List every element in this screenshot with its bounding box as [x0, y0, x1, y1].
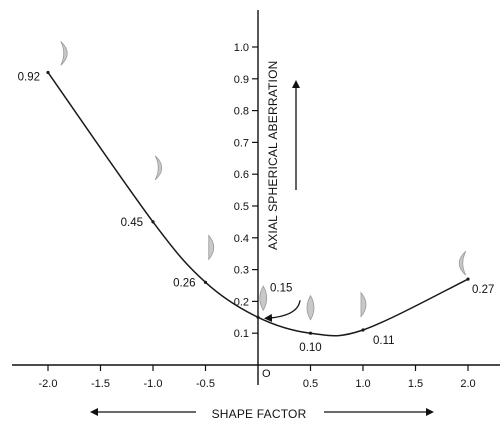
y-tick-label: 0.4 — [234, 233, 249, 245]
tick-group: -2.0 -1.5 -1.0 -0.5 0.5 1.0 1.5 2.0 0.1 0.2 0.3 0.4… — [39, 42, 476, 390]
x-tick-label: -2.0 — [39, 378, 58, 390]
data-point — [256, 315, 260, 319]
y-tick-label: 0.2 — [234, 296, 249, 308]
data-point — [203, 280, 208, 284]
data-point — [151, 220, 155, 224]
data-point — [308, 331, 313, 335]
pointer-arrow — [264, 300, 301, 322]
data-point — [466, 277, 470, 281]
y-tick-label: 0.7 — [234, 137, 249, 149]
data-label: 0.11 — [373, 335, 395, 347]
y-tick-label: 0.1 — [234, 328, 249, 340]
x-tick-label: 1.0 — [355, 378, 370, 390]
y-tick-label: 0.6 — [234, 169, 249, 181]
data-label: 0.45 — [121, 217, 143, 229]
y-tick-label: 0.5 — [234, 201, 249, 213]
data-label: 0.92 — [18, 71, 40, 83]
lens-group — [60, 41, 467, 321]
curve-group — [46, 70, 470, 337]
data-label: 0.27 — [472, 284, 494, 296]
origin-label: O — [262, 368, 271, 380]
lens-icon — [208, 234, 215, 261]
x-axis-title: SHAPE FACTOR — [212, 407, 307, 421]
data-label: 0.10 — [299, 342, 321, 354]
y-tick-label: 0.9 — [234, 74, 249, 86]
data-label: 0.15 — [270, 282, 292, 294]
y-tick-label: 1.0 — [234, 42, 249, 54]
axes-group — [12, 10, 500, 416]
data-point — [361, 328, 365, 332]
x-tick-label: 1.5 — [408, 378, 423, 390]
label-group: 0.92 0.45 0.26 0.15 0.10 0.11 0.27 — [18, 71, 495, 354]
y-tick-label: 0.8 — [234, 106, 249, 118]
aberration-curve — [47, 72, 469, 337]
x-tick-label: -0.5 — [196, 378, 215, 390]
lens-icon — [60, 41, 68, 66]
x-tick-label: 2.0 — [460, 378, 475, 390]
lens-icon — [306, 294, 315, 321]
data-point — [46, 70, 50, 75]
lens-icon — [154, 155, 163, 181]
x-tick-label: -1.0 — [144, 378, 163, 390]
lens-icon — [458, 250, 467, 276]
x-tick-label: -1.5 — [91, 378, 110, 390]
lens-icon — [259, 285, 268, 312]
data-label: 0.26 — [173, 277, 195, 289]
y-tick-label: 0.3 — [234, 265, 249, 277]
y-axis-title: AXIAL SPHERICAL ABERRATION — [266, 61, 280, 250]
x-tick-label: 0.5 — [303, 378, 318, 390]
lens-icon — [360, 291, 367, 318]
